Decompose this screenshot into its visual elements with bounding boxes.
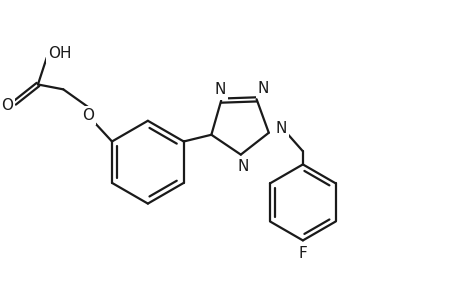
Text: N: N <box>274 122 286 136</box>
Text: N: N <box>214 82 225 98</box>
Text: O: O <box>1 98 13 113</box>
Text: N: N <box>237 159 248 174</box>
Text: OH: OH <box>49 46 72 61</box>
Text: N: N <box>257 81 269 96</box>
Text: F: F <box>298 246 307 261</box>
Text: O: O <box>81 108 94 123</box>
